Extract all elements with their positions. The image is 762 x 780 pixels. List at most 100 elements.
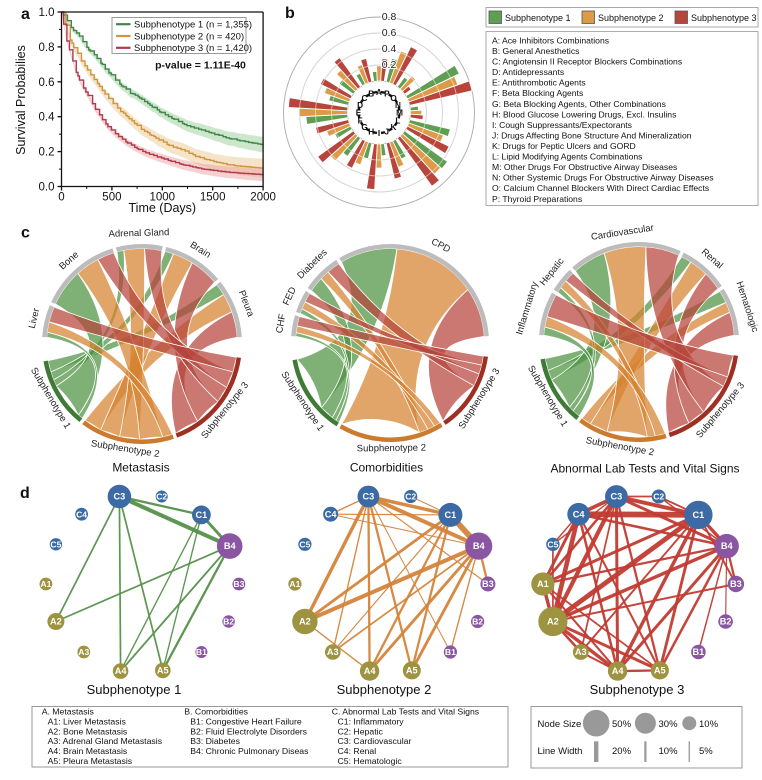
svg-text:Subphenotype 1: Subphenotype 1 [505, 13, 571, 23]
svg-text:b: b [285, 5, 295, 22]
svg-text:A2: Bone Metastasis: A2: Bone Metastasis [48, 726, 128, 736]
svg-text:B. Comorbidities: B. Comorbidities [184, 707, 248, 717]
svg-text:0.8: 0.8 [39, 42, 55, 54]
svg-text:O: Calcium Channel Blockers Wi: O: Calcium Channel Blockers With Direct … [492, 183, 709, 193]
svg-text:Subphenotype 3: Subphenotype 3 [691, 13, 757, 23]
svg-text:J: J [385, 128, 390, 137]
svg-text:0.0: 0.0 [39, 182, 55, 194]
svg-text:C4: C4 [325, 509, 338, 519]
svg-text:E: E [356, 109, 362, 118]
svg-text:Survival Probabilies: Survival Probabilies [14, 45, 28, 155]
svg-text:D: D [357, 101, 363, 110]
svg-text:1500: 1500 [200, 192, 226, 204]
svg-text:A4: Brain Metastasis: A4: Brain Metastasis [48, 746, 128, 756]
svg-text:B2: Fluid Electrolyte Disorder: B2: Fluid Electrolyte Disorders [190, 726, 307, 736]
svg-text:B3: B3 [482, 579, 494, 589]
svg-text:C3: C3 [611, 492, 623, 502]
svg-text:A3: A3 [575, 647, 587, 657]
svg-text:A1: A1 [40, 579, 51, 589]
svg-text:CHF: CHF [274, 313, 288, 334]
svg-text:1.0: 1.0 [39, 7, 55, 19]
svg-text:Subphenotype 2: Subphenotype 2 [357, 443, 426, 455]
svg-text:Subphenotype 3 (n = 1,420): Subphenotype 3 (n = 1,420) [134, 43, 252, 54]
svg-text:B: B [368, 90, 374, 99]
svg-text:E: Antithrombotic Agents: E: Antithrombotic Agents [492, 78, 586, 88]
svg-text:C1: C1 [693, 510, 705, 520]
svg-text:A5: A5 [157, 666, 169, 676]
svg-text:P: P [384, 90, 390, 99]
svg-text:N: N [395, 101, 401, 110]
svg-text:0.4: 0.4 [39, 112, 56, 124]
svg-text:B1: B1 [693, 647, 705, 657]
svg-text:d: d [20, 485, 30, 502]
svg-text:C2: C2 [405, 492, 416, 502]
svg-text:B2: B2 [472, 617, 483, 627]
svg-text:B: General Anesthetics: B: General Anesthetics [492, 46, 579, 56]
svg-text:1000: 1000 [150, 192, 176, 204]
svg-text:A5: A5 [406, 666, 418, 676]
svg-text:P: Thyroid Preparations: P: Thyroid Preparations [492, 194, 582, 204]
svg-text:5%: 5% [699, 746, 713, 757]
svg-text:B4: B4 [473, 541, 486, 551]
svg-text:B4: B4 [721, 541, 734, 551]
svg-text:L: Lipid Modifying Agents Comb: L: Lipid Modifying Agents Combinations [492, 152, 642, 162]
svg-text:A. Metastasis: A. Metastasis [42, 707, 95, 717]
svg-text:B1: Congestive Heart Failure: B1: Congestive Heart Failure [190, 716, 302, 726]
svg-text:A4: A4 [115, 666, 128, 676]
svg-text:Subphenotype 3: Subphenotype 3 [590, 682, 685, 697]
svg-text:B2: B2 [720, 617, 732, 627]
svg-text:0.2: 0.2 [39, 147, 55, 159]
svg-text:K: Drugs for Peptic Ulcers and: K: Drugs for Peptic Ulcers and GORD [492, 141, 636, 151]
svg-text:Subphenotype 2 (n = 420): Subphenotype 2 (n = 420) [134, 31, 244, 42]
svg-text:C. Abnormal Lab Tests and Vita: C. Abnormal Lab Tests and Vital Signs [332, 707, 480, 717]
svg-text:A4: A4 [612, 666, 625, 676]
svg-text:C1: C1 [196, 510, 208, 520]
svg-text:C1: Inflammatory: C1: Inflammatory [338, 716, 405, 726]
svg-text:C3: C3 [114, 492, 126, 502]
svg-text:M: Other Drugs For Obstructive: M: Other Drugs For Obstructive Airway Di… [492, 162, 677, 172]
svg-text:C: C [362, 94, 368, 103]
svg-text:B4: B4 [224, 541, 237, 551]
svg-text:500: 500 [102, 192, 121, 204]
svg-text:Subphenotype 2: Subphenotype 2 [337, 682, 432, 697]
svg-text:C2: C2 [653, 492, 664, 502]
svg-text:C4: Renal: C4: Renal [338, 746, 377, 756]
svg-text:M: M [396, 109, 403, 118]
svg-text:O: O [390, 94, 397, 103]
svg-text:Abnormal Lab Tests and Vital S: Abnormal Lab Tests and Vital Signs [550, 462, 739, 476]
svg-text:C5: C5 [299, 539, 310, 549]
svg-text:D: Antidepressants: D: Antidepressants [492, 67, 564, 77]
svg-text:a: a [21, 6, 30, 23]
svg-text:Node Size: Node Size [538, 719, 582, 730]
svg-text:A1: A1 [537, 579, 549, 589]
svg-text:0.2: 0.2 [382, 59, 397, 71]
svg-text:C2: Hepatic: C2: Hepatic [338, 726, 384, 736]
svg-text:A: Ace Inhibitors Combinations: A: Ace Inhibitors Combinations [492, 36, 609, 46]
svg-text:10%: 10% [659, 746, 679, 757]
svg-text:H: Blood Glucose Lowering Drug: H: Blood Glucose Lowering Drugs, Excl. I… [492, 109, 676, 119]
svg-text:C5: C5 [50, 539, 61, 549]
svg-text:A2: A2 [299, 617, 311, 627]
svg-text:A2: A2 [547, 617, 559, 627]
svg-text:C4: C4 [76, 509, 87, 519]
svg-text:B1: B1 [445, 647, 456, 657]
svg-text:C2: C2 [156, 492, 167, 502]
svg-text:N: Other Systemic Drugs For Ob: N: Other Systemic Drugs For Obstructive … [492, 173, 714, 183]
svg-text:Liver: Liver [27, 307, 42, 330]
svg-text:C3: C3 [363, 492, 375, 502]
svg-text:C5: Hematologic: C5: Hematologic [338, 756, 403, 766]
svg-text:C5: C5 [547, 539, 558, 549]
svg-text:2000: 2000 [250, 192, 276, 204]
svg-text:20%: 20% [612, 746, 632, 757]
svg-text:K: K [391, 123, 397, 132]
svg-text:A: A [376, 88, 382, 97]
svg-text:B1: B1 [196, 647, 207, 657]
svg-text:0.6: 0.6 [382, 27, 397, 39]
svg-text:B2: B2 [223, 617, 234, 627]
svg-text:10%: 10% [699, 719, 719, 730]
svg-text:30%: 30% [659, 719, 679, 730]
svg-text:Adrenal Gland: Adrenal Gland [108, 227, 169, 240]
svg-text:A2: A2 [50, 617, 62, 627]
svg-text:I: I [378, 129, 380, 138]
svg-text:0: 0 [58, 192, 64, 204]
